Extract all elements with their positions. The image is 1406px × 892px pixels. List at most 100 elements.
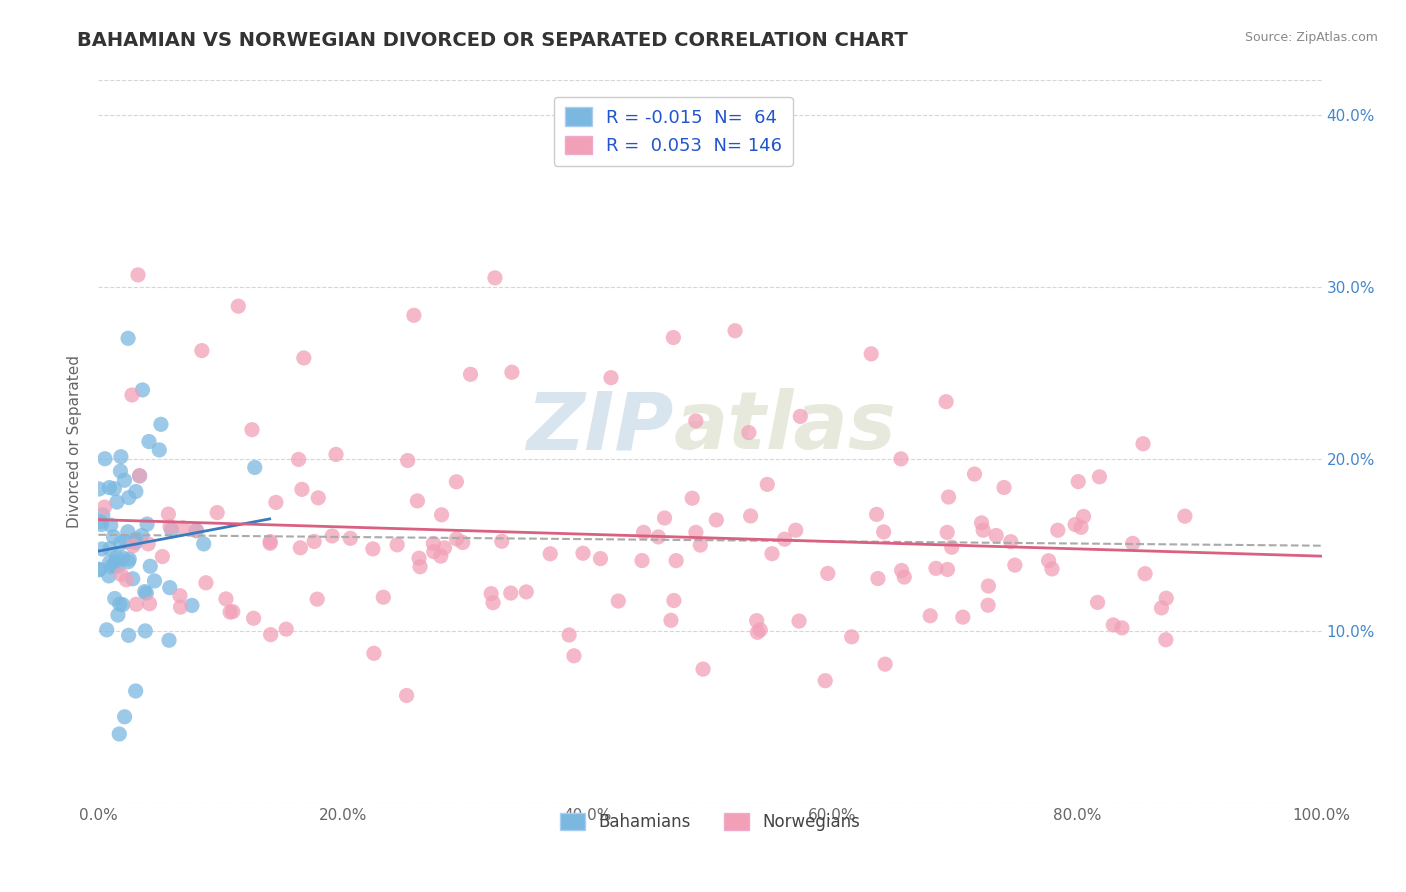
- Point: [219, 605, 242, 619]
- Point: [276, 622, 298, 636]
- Text: ZIP: ZIP: [526, 388, 673, 467]
- Point: [773, 532, 796, 546]
- Point: [451, 535, 474, 549]
- Point: [89, 482, 111, 496]
- Point: [93, 500, 115, 514]
- Point: [117, 555, 139, 569]
- Point: [240, 423, 263, 437]
- Point: [139, 559, 162, 574]
- Point: [125, 597, 148, 611]
- Point: [841, 630, 863, 644]
- Point: [148, 442, 170, 457]
- Point: [662, 330, 685, 344]
- Point: [402, 308, 425, 322]
- Point: [127, 268, 149, 282]
- Point: [205, 506, 228, 520]
- Point: [100, 518, 122, 533]
- Point: [104, 555, 127, 569]
- Point: [157, 633, 180, 648]
- Point: [1154, 632, 1177, 647]
- Point: [302, 534, 325, 549]
- Point: [291, 483, 314, 497]
- Point: [572, 546, 595, 560]
- Point: [128, 468, 150, 483]
- Point: [482, 596, 505, 610]
- Point: [409, 559, 432, 574]
- Point: [654, 511, 676, 525]
- Point: [138, 434, 160, 449]
- Point: [692, 662, 714, 676]
- Point: [125, 532, 148, 546]
- Point: [499, 586, 522, 600]
- Point: [631, 553, 654, 567]
- Point: [149, 417, 172, 432]
- Point: [817, 566, 839, 581]
- Point: [872, 524, 894, 539]
- Point: [128, 469, 150, 483]
- Point: [1150, 601, 1173, 615]
- Point: [423, 544, 446, 558]
- Point: [385, 538, 408, 552]
- Point: [169, 589, 191, 603]
- Point: [108, 597, 131, 611]
- Point: [131, 528, 153, 542]
- Point: [264, 495, 287, 509]
- Point: [160, 523, 183, 537]
- Point: [685, 414, 707, 428]
- Point: [87, 562, 110, 576]
- Text: atlas: atlas: [673, 388, 896, 467]
- Point: [124, 684, 146, 698]
- Point: [890, 451, 912, 466]
- Point: [193, 537, 215, 551]
- Point: [222, 605, 245, 619]
- Point: [226, 299, 249, 313]
- Point: [125, 484, 148, 499]
- Point: [373, 591, 395, 605]
- Point: [1102, 618, 1125, 632]
- Point: [96, 623, 118, 637]
- Point: [659, 613, 682, 627]
- Point: [1040, 562, 1063, 576]
- Point: [1073, 509, 1095, 524]
- Point: [103, 558, 125, 573]
- Point: [920, 608, 942, 623]
- Point: [814, 673, 837, 688]
- Point: [756, 477, 779, 491]
- Point: [789, 409, 811, 424]
- Y-axis label: Divorced or Separated: Divorced or Separated: [67, 355, 83, 528]
- Point: [97, 569, 120, 583]
- Point: [138, 597, 160, 611]
- Point: [479, 587, 502, 601]
- Point: [724, 324, 747, 338]
- Point: [600, 370, 623, 384]
- Point: [890, 564, 912, 578]
- Point: [1038, 554, 1060, 568]
- Point: [446, 475, 468, 489]
- Point: [136, 537, 159, 551]
- Point: [105, 495, 128, 509]
- Point: [114, 710, 136, 724]
- Point: [875, 657, 897, 672]
- Point: [429, 549, 451, 563]
- Point: [1004, 558, 1026, 573]
- Point: [110, 567, 132, 582]
- Point: [936, 562, 959, 576]
- Point: [114, 473, 136, 487]
- Point: [501, 365, 523, 379]
- Point: [259, 627, 281, 641]
- Point: [704, 513, 727, 527]
- Point: [589, 551, 612, 566]
- Point: [259, 534, 281, 549]
- Point: [422, 536, 444, 550]
- Point: [118, 491, 141, 505]
- Point: [970, 516, 993, 530]
- Point: [681, 491, 703, 506]
- Point: [1174, 509, 1197, 524]
- Point: [115, 573, 138, 587]
- Text: Source: ZipAtlas.com: Source: ZipAtlas.com: [1244, 31, 1378, 45]
- Point: [107, 608, 129, 623]
- Point: [925, 561, 948, 575]
- Point: [292, 351, 315, 365]
- Point: [110, 464, 132, 478]
- Point: [136, 517, 159, 532]
